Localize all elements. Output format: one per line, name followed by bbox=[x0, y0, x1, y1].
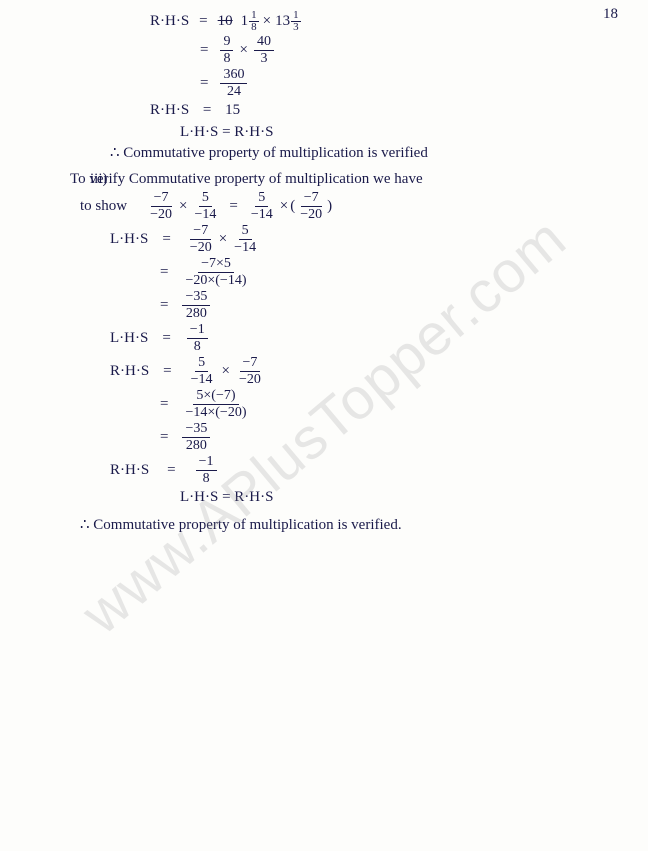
problem-iii: iii) To verify Commutative property of m… bbox=[60, 170, 628, 190]
lhs-step-3: = −35280 bbox=[60, 290, 628, 321]
lhs-equals-rhs-1: L·H·S = R·H·S bbox=[60, 123, 628, 143]
rhs-step-3: = 36024 bbox=[60, 68, 628, 99]
conclusion-2: ∴ Commutative property of multiplication… bbox=[60, 516, 628, 536]
mixed-number-a: 1 18 bbox=[241, 10, 259, 33]
intro-line-2: to show −7−20 × 5−14 = 5−14 × ( −7−20 ) bbox=[60, 191, 628, 222]
rhs-step-2b: = 5×(−7)−14×(−20) bbox=[60, 389, 628, 420]
struck-value: 10 bbox=[218, 12, 233, 32]
lhs-equals-rhs-2: L·H·S = R·H·S bbox=[60, 488, 628, 508]
mixed-number-b: 13 13 bbox=[275, 10, 301, 33]
rhs-step-2: = 98 × 403 bbox=[60, 35, 628, 66]
rhs-step-3b: = −35280 bbox=[60, 422, 628, 453]
handwritten-page: 18 www.APlusTopper.com R·H·S = 10 1 18 ×… bbox=[0, 0, 648, 851]
lhs-result: L·H·S = −18 bbox=[60, 323, 628, 354]
rhs-step-1: R·H·S = 10 1 18 × 13 13 bbox=[60, 10, 628, 33]
problem-label: iii) bbox=[90, 170, 108, 190]
lhs-step-1: L·H·S = −7−20 × 5−14 bbox=[60, 224, 628, 255]
conclusion-1: ∴ Commutative property of multiplication… bbox=[60, 144, 628, 164]
lhs-step-2: = −7×5−20×(−14) bbox=[60, 257, 628, 288]
rhs-result: R·H·S = 15 bbox=[60, 101, 628, 121]
intro-line-1: To verify Commutative property of multip… bbox=[70, 171, 423, 187]
rhs-result-b: R·H·S = −18 bbox=[60, 455, 628, 486]
rhs-label: R·H·S bbox=[150, 12, 189, 32]
page-number: 18 bbox=[603, 6, 618, 23]
rhs-step-1b: R·H·S = 5−14 × −7−20 bbox=[60, 356, 628, 387]
